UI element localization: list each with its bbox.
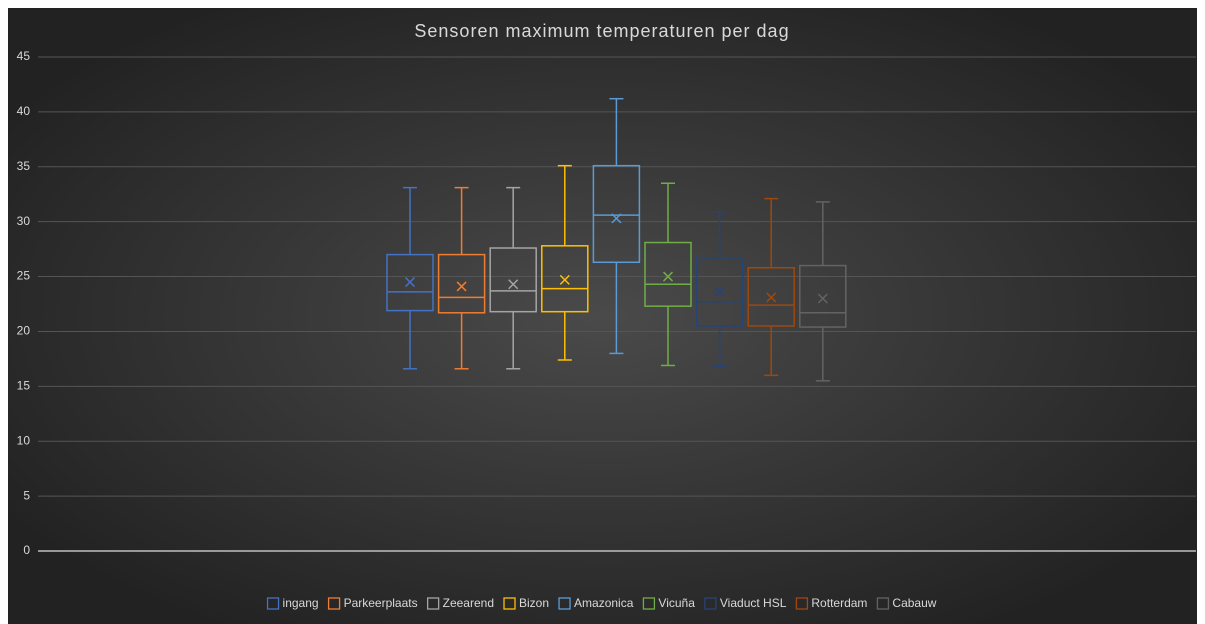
- mean-marker: [611, 213, 622, 224]
- box: [437, 253, 486, 314]
- y-tick-label: 25: [17, 269, 31, 283]
- mean-marker: [766, 292, 777, 303]
- legend-swatch: [426, 597, 440, 610]
- legend-swatch: [503, 597, 516, 610]
- box: [695, 257, 744, 327]
- legend-label: Zeearend: [443, 596, 494, 610]
- mean-marker: [508, 279, 519, 290]
- y-tick-label: 15: [17, 379, 31, 393]
- legend-swatch: [266, 597, 280, 610]
- mean-marker: [456, 281, 467, 292]
- mean-marker: [662, 271, 674, 282]
- y-tick-label: 5: [23, 488, 30, 502]
- mean-marker: [817, 293, 828, 304]
- box: [747, 267, 795, 327]
- box: [644, 241, 692, 307]
- legend-label: Vicuña: [658, 596, 695, 610]
- legend-label: Cabauw: [892, 596, 936, 610]
- mean-marker: [714, 286, 725, 297]
- y-tick-label: 20: [17, 324, 31, 338]
- legend-swatch: [795, 597, 809, 610]
- chart-background: [8, 8, 1197, 624]
- box: [541, 245, 589, 313]
- box: [592, 164, 641, 264]
- legend-label: Bizon: [519, 596, 549, 610]
- legend-swatch: [327, 597, 341, 610]
- legend-swatch: [558, 597, 571, 610]
- chart-title: Sensoren maximum temperaturen per dag: [414, 21, 789, 41]
- legend-swatch: [642, 597, 656, 610]
- legend-label: Amazonica: [574, 596, 634, 610]
- y-tick-label: 40: [17, 104, 31, 118]
- legend-label: Parkeerplaats: [344, 596, 418, 610]
- mean-marker: [559, 274, 570, 285]
- box: [489, 247, 537, 313]
- box: [386, 253, 434, 312]
- mean-marker: [404, 277, 416, 288]
- y-tick-label: 0: [23, 543, 30, 557]
- y-tick-label: 30: [17, 214, 31, 228]
- y-tick-label: 45: [17, 49, 31, 63]
- legend-label: Rotterdam: [811, 596, 867, 610]
- y-tick-label: 10: [17, 433, 31, 447]
- legend-label: Viaduct HSL: [720, 596, 787, 610]
- box: [799, 264, 847, 328]
- legend-swatch: [704, 597, 717, 610]
- legend-swatch: [876, 597, 890, 610]
- legend-label: ingang: [283, 596, 319, 610]
- y-tick-label: 35: [17, 159, 31, 173]
